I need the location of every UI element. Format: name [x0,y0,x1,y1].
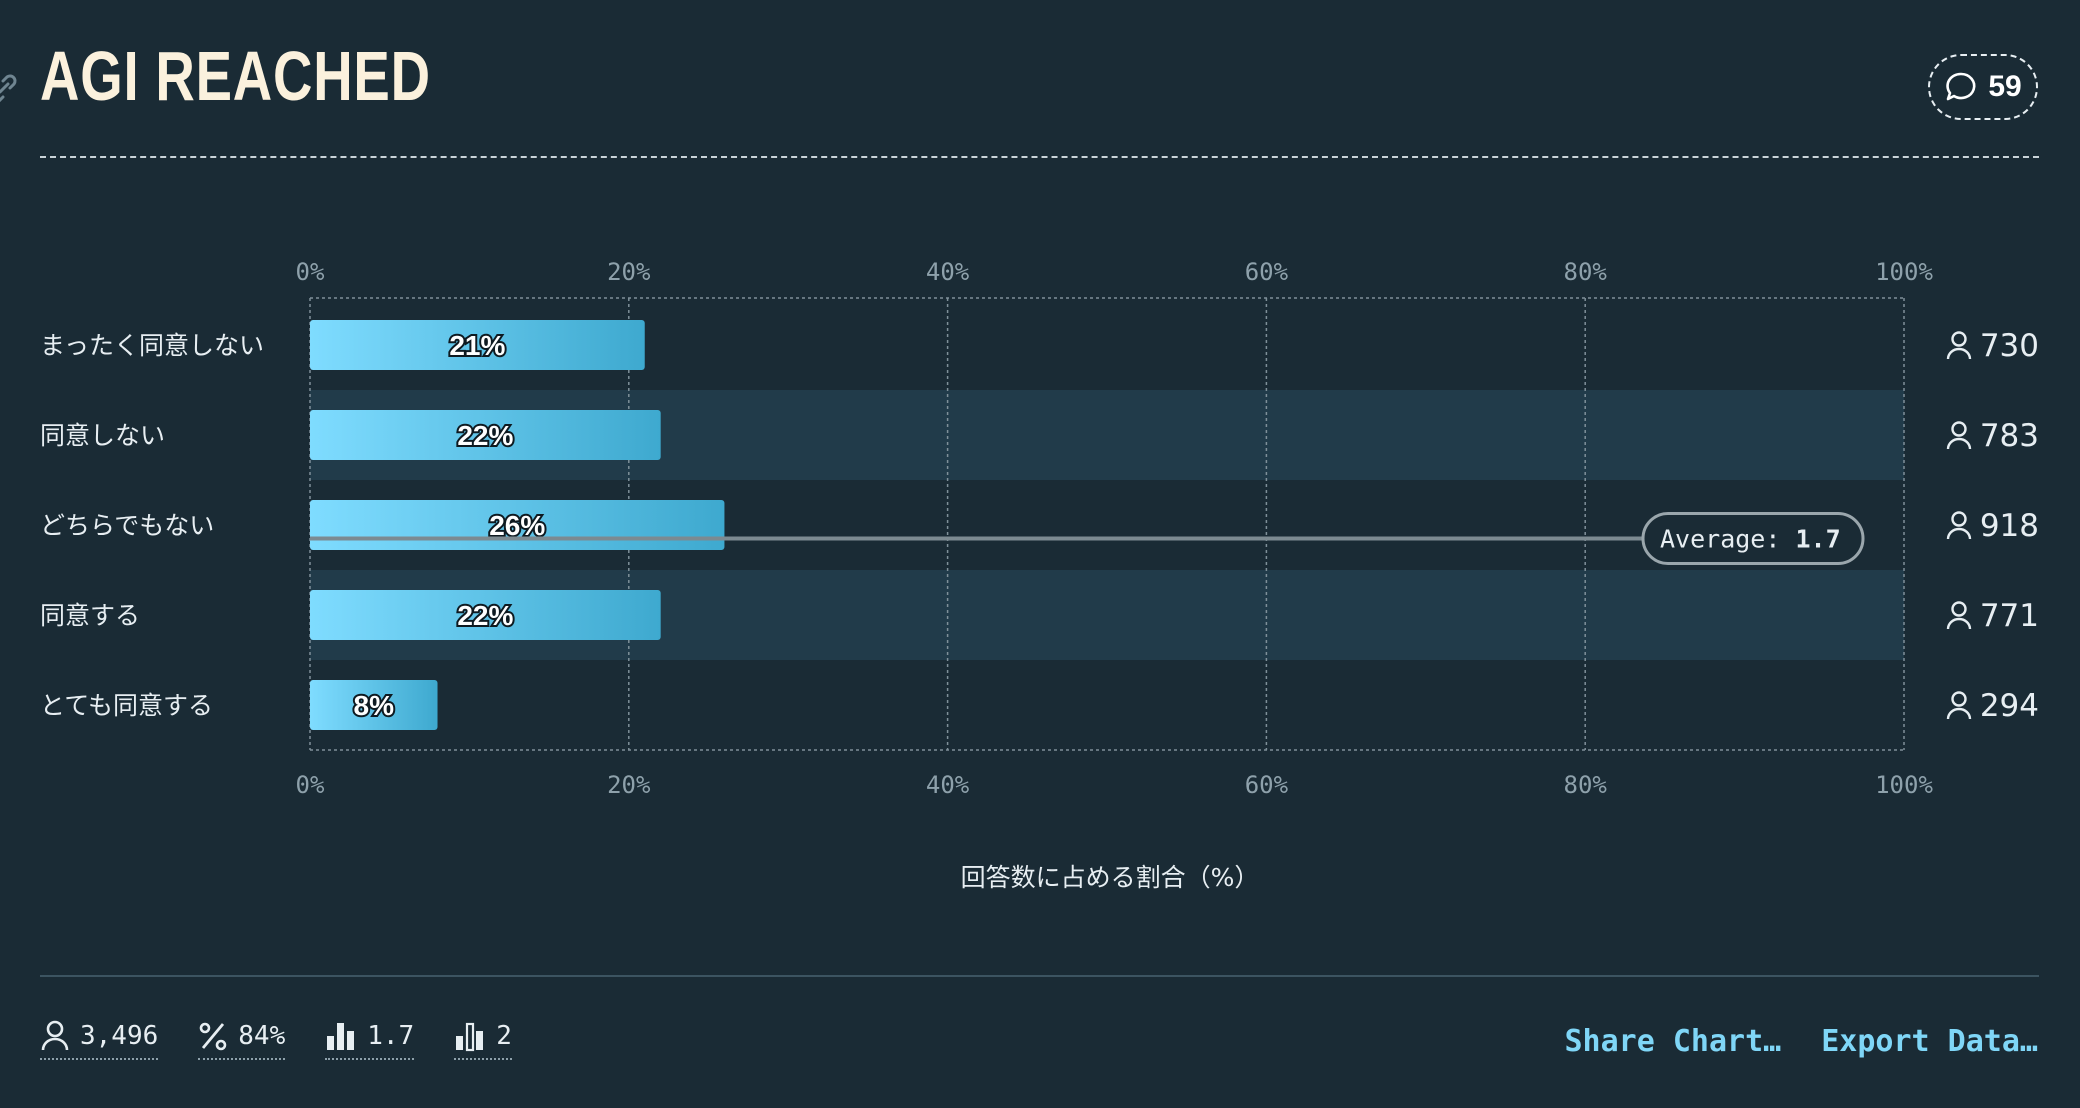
respondent-count: 771 [1980,598,2039,634]
person-icon [1946,601,1972,630]
category-label: どちらでもない [40,511,214,540]
x-tick-label-top: 0% [296,258,325,286]
average-label-text: Average: [1660,525,1795,554]
export-data-link[interactable]: Export Data… [1821,1024,2038,1059]
average-label: Average: 1.7 [1660,525,1841,554]
summary-stats: 3,496 84% 1.7 2 [40,1020,512,1060]
x-tick-label-bottom: 80% [1564,771,1608,799]
x-tick-label-bottom: 0% [296,771,325,799]
person-icon [41,1020,69,1051]
x-tick-label-top: 80% [1564,258,1608,286]
average-stat[interactable]: 1.7 [325,1020,415,1060]
link-icon[interactable] [0,72,20,106]
bar-value-label: 22% [457,420,513,451]
footer-divider [40,975,2039,977]
bar-value-label: 26% [489,510,545,541]
bar [310,320,645,370]
average-value: 1.7 [367,1021,415,1051]
respondent-count: 730 [1980,328,2039,364]
median-stat[interactable]: 2 [454,1020,512,1060]
median-value: 2 [496,1021,512,1051]
share-chart-link[interactable]: Share Chart… [1564,1024,1782,1059]
respondents-value: 3,496 [80,1021,159,1051]
chart-actions: Share Chart… Export Data… [1565,1024,2039,1059]
category-label: 同意しない [40,421,165,450]
bar [310,680,438,730]
category-label: とても同意する [40,691,213,720]
bar-value-label: 8% [354,690,395,721]
bar-value-label: 21% [449,330,505,361]
person-icon [1946,331,1972,360]
respondent-count: 783 [1980,418,2039,454]
comment-bubble-icon [1946,72,1976,101]
average-value: 1.7 [1795,525,1840,554]
bar [310,590,661,640]
x-tick-label-bottom: 60% [1245,771,1289,799]
percent-value: 84% [238,1021,286,1051]
respondents-stat[interactable]: 3,496 [40,1020,159,1060]
header-divider [40,156,2039,158]
x-axis-title: 回答数に占める割合（%） [960,863,1260,892]
category-label: まったく同意しない [40,331,264,360]
x-tick-label-top: 20% [607,258,651,286]
page-title: AGI REACHED [40,37,431,115]
respondent-count: 918 [1980,508,2039,544]
percent-icon [199,1022,227,1051]
x-tick-label-top: 100% [1875,258,1933,286]
comments-button[interactable]: 59 [1928,54,2038,120]
respondent-count: 294 [1980,688,2039,724]
median-chart-icon [456,1022,484,1052]
bar-chart-icon [327,1023,355,1050]
bar-value-label: 22% [457,600,513,631]
person-icon [1946,511,1972,540]
percent-stat[interactable]: 84% [198,1020,286,1060]
x-tick-label-bottom: 20% [607,771,651,799]
person-icon [1946,421,1972,450]
average-pill [1641,512,1865,565]
person-icon [1946,691,1972,720]
x-tick-label-bottom: 100% [1875,771,1933,799]
x-tick-label-top: 40% [926,258,970,286]
x-tick-label-bottom: 40% [926,771,970,799]
bar-chart: 0% 0% 20% 20% 40% 40% 60% 60% 80% 80% 100% 100% まったく… [40,258,2039,799]
x-tick-label-top: 60% [1245,258,1289,286]
bar [310,410,661,460]
comments-count: 59 [1988,70,2022,103]
category-label: 同意する [40,601,140,630]
